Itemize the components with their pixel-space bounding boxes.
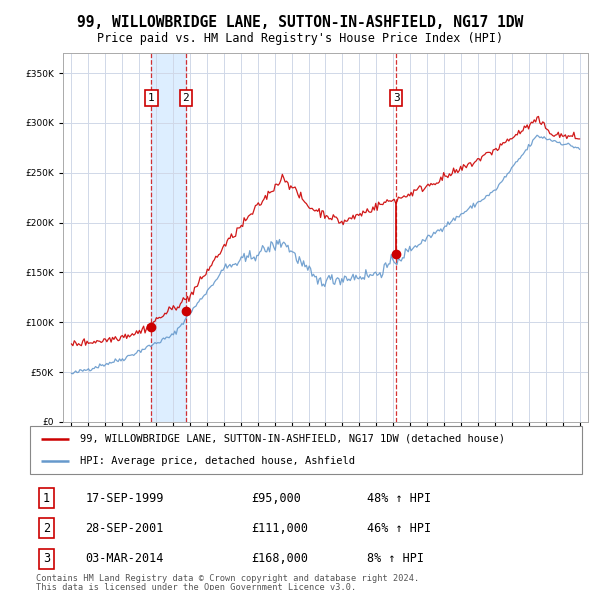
Text: Price paid vs. HM Land Registry's House Price Index (HPI): Price paid vs. HM Land Registry's House …	[97, 32, 503, 45]
Text: 2: 2	[182, 93, 189, 103]
Text: 1: 1	[43, 491, 50, 504]
Text: Contains HM Land Registry data © Crown copyright and database right 2024.: Contains HM Land Registry data © Crown c…	[35, 574, 419, 584]
Text: 3: 3	[43, 552, 50, 565]
Text: 2: 2	[43, 522, 50, 535]
Text: £168,000: £168,000	[251, 552, 308, 565]
Text: This data is licensed under the Open Government Licence v3.0.: This data is licensed under the Open Gov…	[35, 584, 356, 590]
Text: 3: 3	[393, 93, 400, 103]
Text: 99, WILLOWBRIDGE LANE, SUTTON-IN-ASHFIELD, NG17 1DW: 99, WILLOWBRIDGE LANE, SUTTON-IN-ASHFIEL…	[77, 15, 523, 30]
Text: £111,000: £111,000	[251, 522, 308, 535]
Bar	[151, 53, 186, 422]
Text: 48% ↑ HPI: 48% ↑ HPI	[367, 491, 431, 504]
Text: HPI: Average price, detached house, Ashfield: HPI: Average price, detached house, Ashf…	[80, 456, 355, 466]
Text: 99, WILLOWBRIDGE LANE, SUTTON-IN-ASHFIELD, NG17 1DW (detached house): 99, WILLOWBRIDGE LANE, SUTTON-IN-ASHFIEL…	[80, 434, 505, 444]
FancyBboxPatch shape	[30, 426, 582, 474]
Text: £95,000: £95,000	[251, 491, 301, 504]
Text: 03-MAR-2014: 03-MAR-2014	[85, 552, 164, 565]
Text: 28-SEP-2001: 28-SEP-2001	[85, 522, 164, 535]
Text: 46% ↑ HPI: 46% ↑ HPI	[367, 522, 431, 535]
Text: 8% ↑ HPI: 8% ↑ HPI	[367, 552, 424, 565]
Text: 1: 1	[148, 93, 155, 103]
Text: 17-SEP-1999: 17-SEP-1999	[85, 491, 164, 504]
